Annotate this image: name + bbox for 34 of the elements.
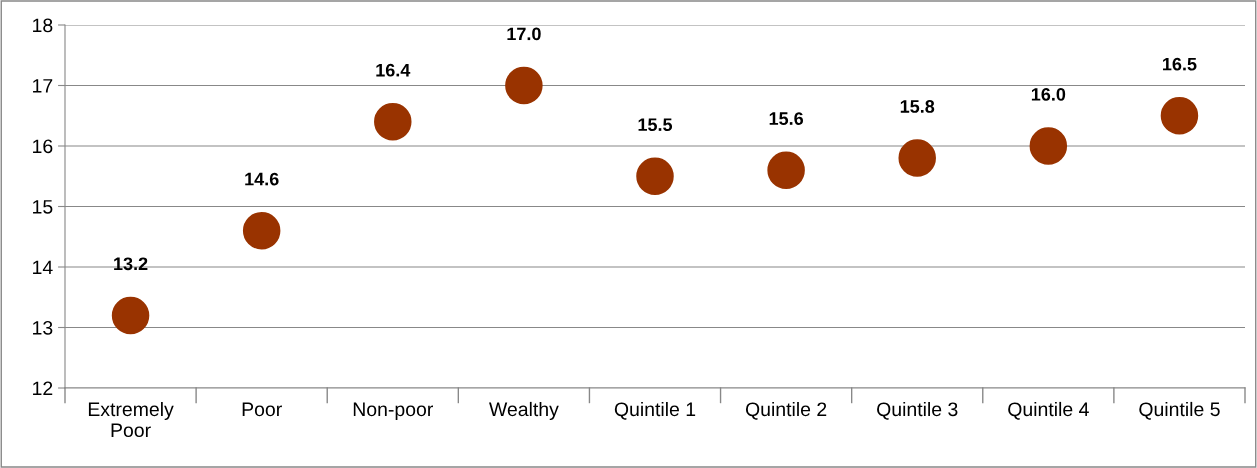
- point: [242, 211, 281, 250]
- x-tick-label: Quintile 3: [877, 401, 958, 420]
- y-tick-label: 17: [33, 79, 53, 93]
- point: [1160, 97, 1199, 135]
- x-tick-label: Quintile 5: [1139, 401, 1220, 420]
- x-tick-label: Wealthy: [489, 401, 559, 421]
- data-label: 16.5: [1163, 57, 1197, 71]
- point: [505, 66, 543, 105]
- y-tick-label: 13: [33, 320, 53, 335]
- data-label: 14.6: [245, 172, 279, 186]
- point: [898, 139, 936, 177]
- data-label: 16.4: [376, 63, 411, 77]
- y-tick-label: 18: [33, 18, 53, 33]
- data-label: 17.0: [507, 27, 541, 41]
- data-label: 13.2: [114, 257, 148, 271]
- data-label: 16.0: [1031, 87, 1066, 101]
- x-tick-label: Quintile 4: [1008, 401, 1089, 420]
- data-label: 15.8: [900, 100, 935, 113]
- point: [111, 296, 150, 335]
- y-tick-label: 14: [33, 260, 53, 275]
- y-tick-label: 15: [33, 200, 53, 214]
- x-tick-label: Extremely Poor: [88, 401, 174, 438]
- point: [636, 157, 674, 195]
- point: [767, 151, 805, 189]
- y-tick-label: 12: [33, 381, 53, 396]
- data-label: 15.5: [638, 118, 673, 132]
- data-label: 15.6: [769, 112, 804, 125]
- y-tick-label: 16: [33, 139, 53, 154]
- point: [1029, 127, 1068, 165]
- x-tick-label: Quintile 2: [745, 401, 827, 420]
- x-tick-label: Non-poor: [353, 402, 433, 421]
- x-tick-label: Poor: [242, 402, 282, 417]
- x-tick-label: Quintile 1: [614, 401, 696, 420]
- point: [374, 103, 412, 141]
